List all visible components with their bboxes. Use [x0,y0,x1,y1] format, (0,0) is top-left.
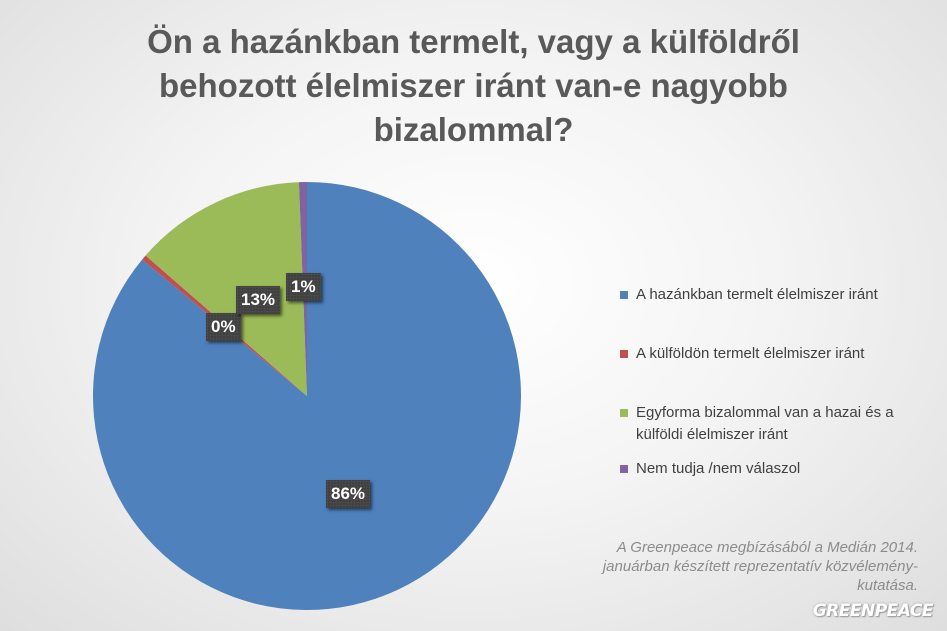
legend-swatch-domestic [620,291,628,299]
legend-label-domestic: A hazánkban termelt élelmiszer iránt [636,286,878,303]
legend-label-foreign: A külföldön termelt élelmiszer iránt [636,345,865,362]
data-label-no-answer: 1% [286,273,321,301]
legend-item-equal: Egyforma bizalommal van a hazai és a kül… [620,402,930,446]
greenpeace-logo: GREENPEACE [812,601,934,621]
source-note: A Greenpeace megbízásából a Medián 2014.… [602,539,918,594]
legend-item-foreign: A külföldön termelt élelmiszer iránt [620,343,864,365]
legend-label-equal: Egyforma bizalommal van a hazai és a kül… [636,404,894,443]
chart-title-line-3: bizalommal? [373,111,574,148]
legend-item-domestic: A hazánkban termelt élelmiszer iránt [620,284,878,306]
legend-swatch-foreign [620,350,628,358]
data-label-domestic: 86% [326,480,371,508]
legend-swatch-no-answer [620,465,628,473]
legend-swatch-equal [620,409,628,417]
chart-title-line-1: Ön a hazánkban termelt, vagy a külföldrő… [147,23,800,60]
chart-title-line-2: behozott élelmiszer iránt van-e nagyobb [159,67,788,104]
legend-label-no-answer: Nem tudja /nem válaszol [636,460,801,477]
slice-equal [145,182,307,396]
data-label-foreign: 0% [206,313,241,341]
chart-title: Ön a hazánkban termelt, vagy a külföldrő… [60,20,887,152]
data-label-equal: 13% [236,286,281,314]
slice-domestic [93,182,522,610]
legend-item-no-answer: Nem tudja /nem válaszol [620,458,800,480]
